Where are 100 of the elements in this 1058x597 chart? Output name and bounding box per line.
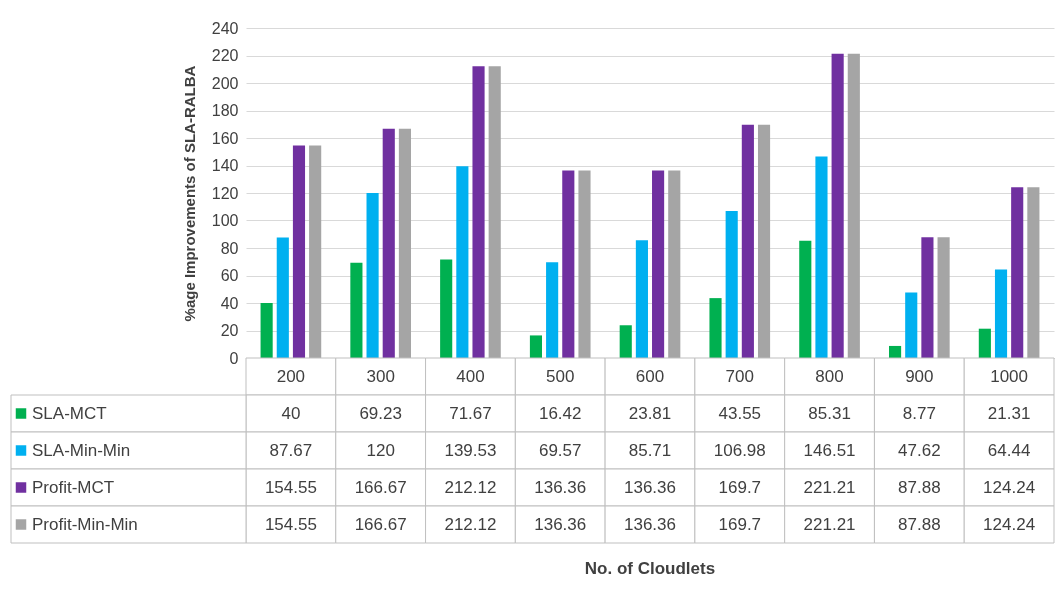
data-label: 136.36 bbox=[624, 514, 676, 534]
text: No. of Cloudlets bbox=[584, 559, 716, 578]
bar bbox=[635, 240, 648, 358]
legend-label: SLA-MCT bbox=[32, 403, 107, 423]
bar bbox=[652, 170, 665, 358]
data-label: 21.31 bbox=[987, 403, 1031, 423]
legend-label: Profit-Min-Min bbox=[32, 514, 138, 534]
bar bbox=[815, 156, 828, 358]
y-tick-label: 120 bbox=[211, 184, 239, 202]
bar bbox=[350, 262, 363, 358]
bar bbox=[440, 259, 453, 358]
data-label: 166.67 bbox=[354, 477, 407, 497]
y-tick-label: 40 bbox=[220, 294, 239, 312]
bar bbox=[456, 166, 469, 358]
bar bbox=[921, 237, 934, 358]
bar bbox=[709, 298, 722, 358]
bar bbox=[831, 53, 844, 358]
bar bbox=[309, 145, 322, 358]
bar bbox=[741, 124, 754, 358]
data-label: 169.7 bbox=[718, 514, 762, 534]
data-label: 154.55 bbox=[264, 514, 317, 534]
bar bbox=[1027, 187, 1040, 358]
data-label: 169.7 bbox=[718, 477, 762, 497]
bar bbox=[619, 325, 632, 358]
y-tick-label: 180 bbox=[211, 102, 239, 119]
bar bbox=[382, 128, 395, 358]
x-tick-label: 1000 bbox=[990, 366, 1029, 386]
bar bbox=[937, 237, 950, 358]
bar bbox=[546, 262, 559, 358]
bar bbox=[292, 145, 306, 358]
data-label: 85.31 bbox=[808, 403, 851, 423]
data-label: 69.23 bbox=[359, 403, 402, 423]
y-tick-label: 80 bbox=[220, 239, 239, 257]
data-label: 40 bbox=[281, 403, 301, 423]
legend-label: Profit-MCT bbox=[32, 477, 115, 497]
bar bbox=[799, 240, 812, 358]
y-tick-label: 20 bbox=[220, 322, 239, 339]
bar bbox=[529, 335, 543, 358]
x-tick-label: 800 bbox=[815, 366, 844, 386]
data-label: 23.81 bbox=[628, 403, 672, 423]
data-label: 85.71 bbox=[628, 440, 672, 460]
data-label: 120 bbox=[366, 440, 395, 460]
y-tick-label: 160 bbox=[211, 129, 239, 147]
data-label: 124.24 bbox=[983, 477, 1036, 497]
data-label: 69.57 bbox=[538, 440, 582, 460]
data-label: 212.12 bbox=[444, 477, 497, 497]
bar bbox=[260, 303, 273, 358]
data-label: 87.67 bbox=[269, 440, 313, 460]
bar bbox=[978, 328, 991, 358]
x-tick-label: 400 bbox=[456, 366, 485, 386]
x-tick-label: 200 bbox=[276, 366, 306, 386]
data-label: 139.53 bbox=[444, 440, 497, 460]
data-label: 43.55 bbox=[718, 403, 762, 423]
x-tick-label: 700 bbox=[725, 366, 754, 386]
data-label: 106.98 bbox=[713, 440, 766, 460]
bar bbox=[398, 128, 411, 358]
data-label: 124.24 bbox=[983, 514, 1036, 534]
data-label: 221.21 bbox=[803, 514, 856, 534]
data-label: 154.55 bbox=[264, 477, 317, 497]
bar bbox=[725, 210, 738, 358]
data-label: 87.88 bbox=[898, 477, 941, 497]
y-tick-label: 0 bbox=[229, 349, 239, 367]
bar bbox=[847, 53, 860, 358]
x-tick-label: 900 bbox=[905, 366, 934, 386]
y-tick-label: 100 bbox=[211, 212, 239, 229]
data-label: 221.21 bbox=[803, 477, 856, 497]
x-tick-label: 500 bbox=[546, 366, 575, 386]
data-label: 146.51 bbox=[803, 440, 856, 460]
bar bbox=[472, 66, 485, 358]
data-label: 16.42 bbox=[538, 403, 582, 423]
y-tick-label: 200 bbox=[211, 74, 239, 92]
x-tick-label: 600 bbox=[635, 366, 665, 386]
bar bbox=[562, 170, 575, 358]
y-tick-label: 140 bbox=[211, 157, 239, 174]
bar bbox=[994, 269, 1008, 358]
bar bbox=[578, 170, 591, 358]
bar bbox=[366, 193, 379, 358]
bar bbox=[488, 66, 501, 358]
bar bbox=[276, 237, 289, 358]
data-label: 136.36 bbox=[534, 477, 587, 497]
y-tick-label: 240 bbox=[211, 19, 239, 37]
data-label: 8.77 bbox=[902, 403, 936, 423]
bar bbox=[757, 124, 771, 358]
bar bbox=[905, 292, 918, 358]
data-label: 136.36 bbox=[624, 477, 676, 497]
legend-label: SLA-Min-Min bbox=[32, 440, 131, 460]
data-label: 71.67 bbox=[449, 403, 492, 423]
y-tick-label: 60 bbox=[220, 267, 239, 284]
y-tick-label: 220 bbox=[211, 47, 239, 64]
data-label: 166.67 bbox=[354, 514, 407, 534]
data-label: 47.62 bbox=[898, 440, 941, 460]
data-label: 136.36 bbox=[534, 514, 587, 534]
bar bbox=[1011, 187, 1024, 358]
bar bbox=[668, 170, 681, 358]
data-label: 212.12 bbox=[444, 514, 497, 534]
data-label: 64.44 bbox=[987, 440, 1031, 460]
y-axis-title: %age Improvements of SLA-RALBA bbox=[180, 65, 198, 322]
bar bbox=[889, 345, 902, 358]
data-label: 87.88 bbox=[898, 514, 941, 534]
x-tick-label: 300 bbox=[366, 366, 395, 386]
